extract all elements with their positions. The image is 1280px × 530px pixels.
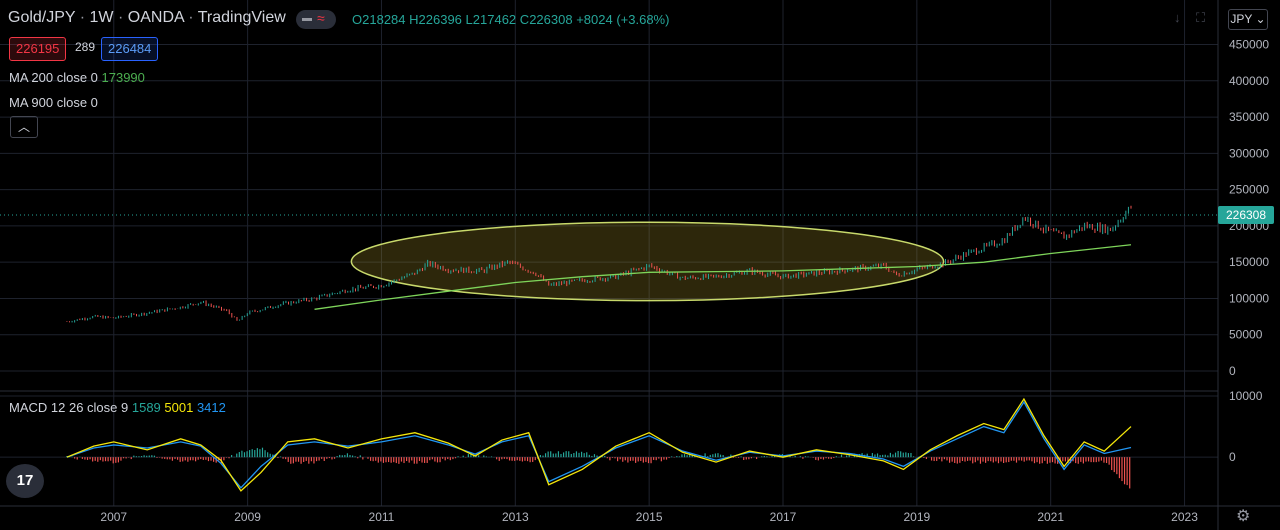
wave-icon: ≈ [317,10,325,26]
ma200-line [314,244,1132,310]
visibility-toggle[interactable]: ≈ [296,10,336,29]
currency-label: JPY [1230,12,1253,26]
ma200-legend[interactable]: MA 200 close 0 173990 [9,70,145,85]
macd-value: 1589 [131,400,161,415]
y-tick-label: 400000 [1229,74,1269,88]
chevron-up-icon: ︿ [17,120,30,134]
signal-line [66,397,1132,492]
y-tick-label: 100000 [1229,291,1269,305]
close-label: C [519,12,530,27]
macd-pane [66,397,1132,492]
platform: TradingView [197,9,286,26]
currency-button[interactable]: JPY ⌄ [1228,9,1268,30]
high-value: 226396 [418,12,462,27]
ma900-legend[interactable]: MA 900 close 0 [9,95,98,110]
y-tick-label: 300000 [1229,146,1269,160]
ellipse-shape [350,221,945,302]
collapse-legend-button[interactable]: ︿ [10,116,38,138]
chevron-down-icon: ⌄ [1255,12,1266,26]
y-tick-label: 50000 [1229,328,1263,342]
buy-button[interactable]: 226484 [101,37,159,61]
last-price-tag: 226308 [1218,206,1274,224]
price-series [66,205,1132,323]
separator: · [188,9,194,26]
x-tick-label: 2013 [502,510,529,524]
symbol-name: Gold/JPY [8,9,76,26]
gear-icon[interactable]: ⚙ [1236,508,1251,525]
separator: · [117,9,124,26]
y-tick-label: 250000 [1229,183,1269,197]
tradingview-logo-icon[interactable]: 17 [6,464,44,498]
spread-value: 289 [75,40,96,54]
highlight-ellipse [350,221,945,302]
broker: OANDA [127,9,184,26]
macd-line [66,400,1132,489]
change-value: +8024 (+3.68%) [576,12,670,27]
x-tick-label: 2009 [234,510,261,524]
open-label: O [352,12,363,27]
open-value: 218284 [362,12,406,27]
ohlc-values: O218284 H226396 L217462 C226308 +8024 (+… [352,12,669,27]
x-tick-label: 2015 [636,510,663,524]
interval: 1W [89,9,114,26]
axis-ticks: 2007 2009 2011 2013 2015 2017 2019 2021 2023 0 500… [100,38,1269,524]
x-tick-label: 2023 [1171,510,1198,524]
x-tick-label: 2011 [369,510,395,524]
low-label: L [465,12,473,27]
fullscreen-icon[interactable]: ⛶ [1196,10,1206,25]
macd-label: MACD 12 26 close 9 [9,400,129,415]
y-tick-label: 150000 [1229,255,1269,269]
y-tick-label: 350000 [1229,110,1269,124]
minus-icon [302,18,312,21]
symbol-header[interactable]: Gold/JPY · 1W · OANDA · TradingView [8,9,286,27]
signal-value: 5001 [164,400,194,415]
x-tick-label: 2021 [1037,510,1064,524]
x-tick-label: 2019 [903,510,930,524]
ma200-value: 173990 [101,70,145,85]
macd-tick-label: 0 [1229,450,1236,464]
high-label: H [409,12,419,27]
macd-tick-label: 10000 [1229,389,1263,403]
low-value: 217462 [472,12,517,27]
ma200-label: MA 200 close 0 [9,70,98,85]
close-value: 226308 [529,12,573,27]
ma200-series [314,244,1132,310]
macd-legend[interactable]: MACD 12 26 close 9 1589 5001 3412 [9,400,226,415]
y-tick-label: 0 [1229,364,1236,378]
y-tick-label: 450000 [1229,38,1269,52]
sell-button[interactable]: 226195 [9,37,67,61]
separator: · [79,9,86,26]
arrow-down-icon[interactable]: ↓ [1174,10,1181,25]
ma900-label: MA 900 close 0 [9,95,98,110]
x-tick-label: 2017 [770,510,797,524]
x-tick-label: 2007 [100,510,127,524]
hist-value: 3412 [196,400,226,415]
